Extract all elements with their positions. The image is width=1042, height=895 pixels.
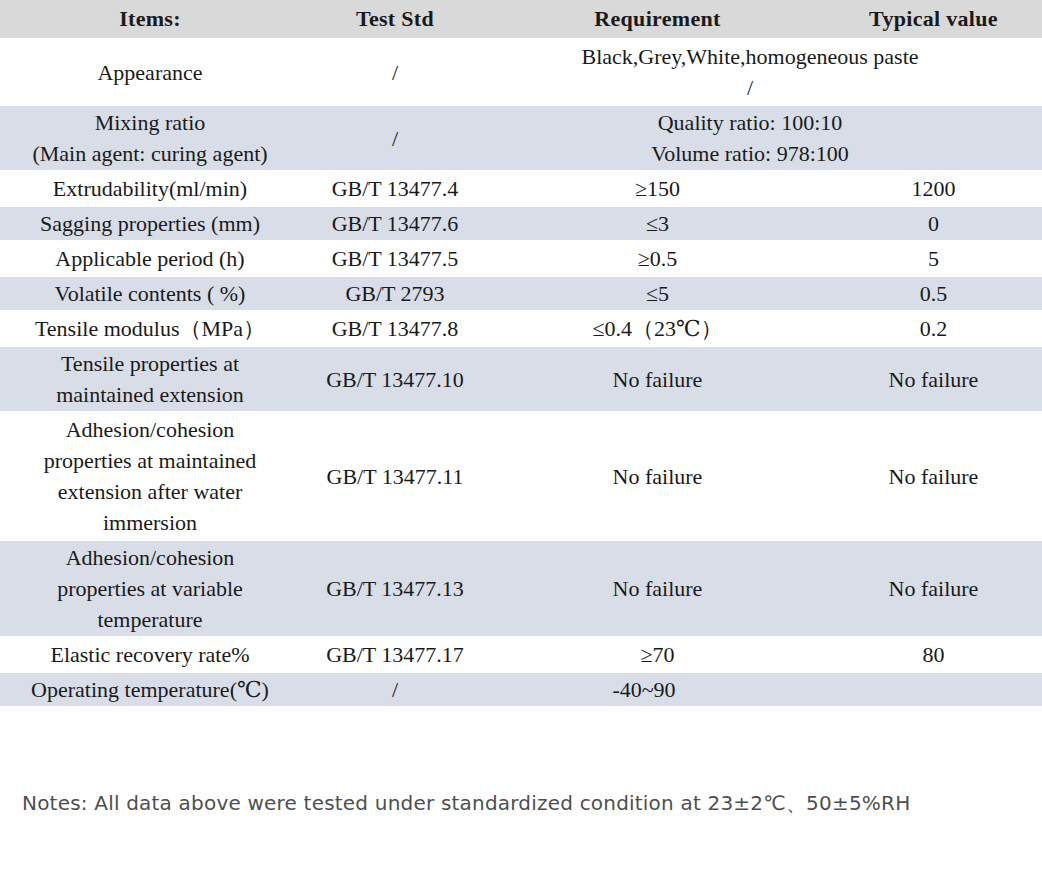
test-std-cell: GB/T 13477.17 <box>300 636 490 671</box>
merged-requirement-value: Black,Grey,White,homogeneous paste / <box>494 41 1006 103</box>
typical-value-cell: 80 <box>825 636 1042 671</box>
merged-requirement-cell: -40~90 <box>490 671 1042 706</box>
requirement-cell: ≤0.4（23℃） <box>490 310 825 345</box>
test-std-cell: GB/T 13477.5 <box>300 240 490 275</box>
column-header-items: Items: <box>0 0 300 40</box>
item-cell: Tensile modulus（MPa） <box>0 310 300 345</box>
item-cell: Tensile properties at maintained extensi… <box>0 345 300 411</box>
column-header-requirement: Requirement <box>490 0 825 40</box>
typical-value-cell: No failure <box>825 411 1042 539</box>
item-cell: Applicable period (h) <box>0 240 300 275</box>
table-row: Volatile contents ( %)GB/T 2793≤50.5 <box>0 275 1042 310</box>
typical-value-cell: 0.5 <box>825 275 1042 310</box>
typical-value-cell: No failure <box>825 539 1042 636</box>
notes-text: Notes: All data above were tested under … <box>22 790 1042 817</box>
requirement-cell: ≥150 <box>490 170 825 205</box>
requirement-cell: No failure <box>490 539 825 636</box>
table-row: Adhesion/cohesion properties at maintain… <box>0 411 1042 539</box>
requirement-cell: ≤3 <box>490 205 825 240</box>
item-cell: Adhesion/cohesion properties at maintain… <box>0 411 300 539</box>
table-row: Extrudability(ml/min)GB/T 13477.4≥150120… <box>0 170 1042 205</box>
table-row: Sagging properties (mm)GB/T 13477.6≤30 <box>0 205 1042 240</box>
test-std-cell: / <box>300 40 490 104</box>
typical-value-cell: 0 <box>825 205 1042 240</box>
typical-value-cell: No failure <box>825 345 1042 411</box>
item-cell: Operating temperature(℃) <box>0 671 300 706</box>
test-std-cell: GB/T 13477.4 <box>300 170 490 205</box>
table-row: Mixing ratio (Main agent: curing agent)/… <box>0 104 1042 170</box>
table-row: Adhesion/cohesion properties at variable… <box>0 539 1042 636</box>
test-std-cell: GB/T 13477.8 <box>300 310 490 345</box>
item-cell: Adhesion/cohesion properties at variable… <box>0 539 300 636</box>
table-row: Applicable period (h)GB/T 13477.5≥0.55 <box>0 240 1042 275</box>
test-std-cell: GB/T 13477.11 <box>300 411 490 539</box>
merged-requirement-cell: Black,Grey,White,homogeneous paste / <box>490 40 1042 104</box>
typical-value-cell: 1200 <box>825 170 1042 205</box>
table-row: Tensile properties at maintained extensi… <box>0 345 1042 411</box>
requirement-cell: No failure <box>490 411 825 539</box>
requirement-cell: ≤5 <box>490 275 825 310</box>
item-cell: Extrudability(ml/min) <box>0 170 300 205</box>
typical-value-cell: 5 <box>825 240 1042 275</box>
header-row: Items: Test Std Requirement Typical valu… <box>0 0 1042 40</box>
item-cell: Sagging properties (mm) <box>0 205 300 240</box>
merged-requirement-value: Quality ratio: 100:10 Volume ratio: 978:… <box>494 107 1006 169</box>
typical-value-cell: 0.2 <box>825 310 1042 345</box>
item-cell: Mixing ratio (Main agent: curing agent) <box>0 104 300 170</box>
item-cell: Elastic recovery rate% <box>0 636 300 671</box>
column-header-typical-value: Typical value <box>825 0 1042 40</box>
requirement-cell: No failure <box>490 345 825 411</box>
merged-requirement-cell: Quality ratio: 100:10 Volume ratio: 978:… <box>490 104 1042 170</box>
requirement-cell: ≥70 <box>490 636 825 671</box>
column-header-test-std: Test Std <box>300 0 490 40</box>
test-std-cell: / <box>300 104 490 170</box>
test-std-cell: GB/T 2793 <box>300 275 490 310</box>
item-cell: Appearance <box>0 40 300 104</box>
test-std-cell: GB/T 13477.6 <box>300 205 490 240</box>
requirement-cell: ≥0.5 <box>490 240 825 275</box>
test-std-cell: / <box>300 671 490 706</box>
table-row: Elastic recovery rate%GB/T 13477.17≥7080 <box>0 636 1042 671</box>
spec-table: Items: Test Std Requirement Typical valu… <box>0 0 1042 706</box>
table-row: Operating temperature(℃)/-40~90 <box>0 671 1042 706</box>
item-cell: Volatile contents ( %) <box>0 275 300 310</box>
merged-requirement-value: -40~90 <box>494 674 794 705</box>
test-std-cell: GB/T 13477.13 <box>300 539 490 636</box>
table-row: Tensile modulus（MPa）GB/T 13477.8≤0.4（23℃… <box>0 310 1042 345</box>
test-std-cell: GB/T 13477.10 <box>300 345 490 411</box>
table-row: Appearance/Black,Grey,White,homogeneous … <box>0 40 1042 104</box>
